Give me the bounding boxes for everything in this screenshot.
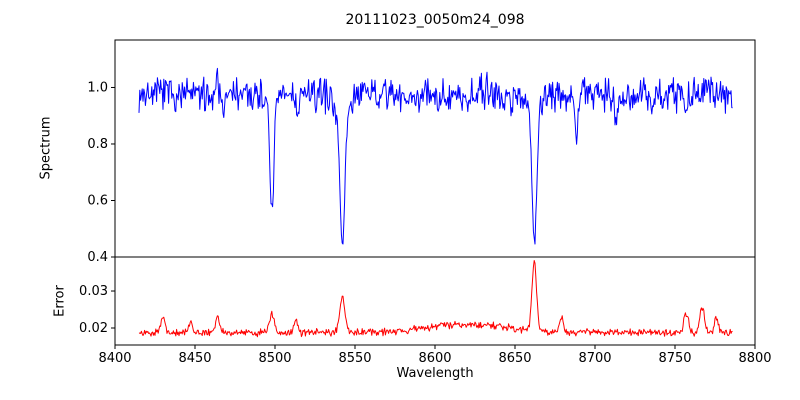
x-axis-label: Wavelength	[396, 366, 474, 381]
x-tick-label: 8800	[738, 351, 771, 366]
x-tick-label: 8700	[578, 351, 611, 366]
y-tick-label: 0.03	[79, 284, 108, 299]
panel-border-spectrum	[114, 39, 756, 258]
x-tick-label: 8650	[498, 351, 531, 366]
chart-title: 20111023_0050m24_098	[345, 12, 525, 28]
y-tick-label: 0.4	[87, 250, 108, 265]
spectrum-line	[138, 67, 733, 245]
y-tick-label: 0.6	[87, 193, 108, 208]
x-tick-label: 8750	[658, 351, 691, 366]
x-tick-label: 8600	[418, 351, 451, 366]
y-tick-label: 1.0	[87, 80, 108, 95]
y-tick-label: 0.8	[87, 137, 108, 152]
x-tick-label: 8400	[98, 351, 131, 366]
x-tick-label: 8500	[258, 351, 291, 366]
x-tick-label: 8450	[178, 351, 211, 366]
x-tick-label: 8550	[338, 351, 371, 366]
y-tick-label: 0.02	[79, 321, 108, 336]
error-line	[138, 260, 733, 338]
